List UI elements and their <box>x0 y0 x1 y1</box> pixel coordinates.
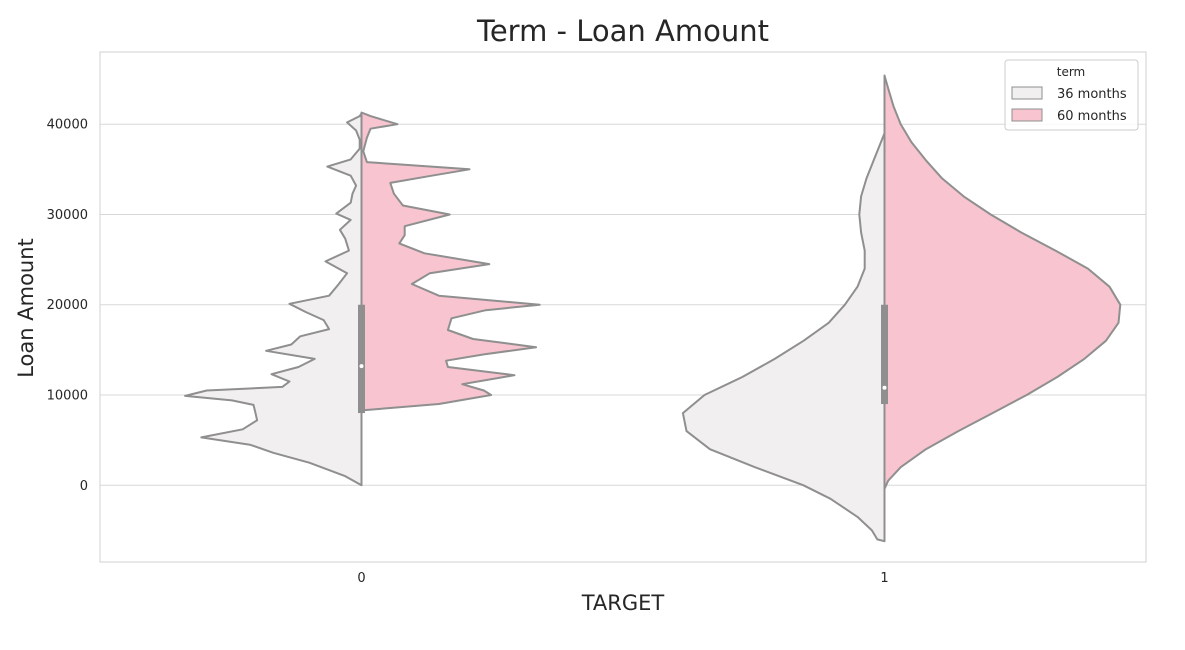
median-dot-target-0 <box>359 364 364 369</box>
violin-36-months-target-1 <box>681 132 886 543</box>
y-tick-label: 30000 <box>47 208 88 223</box>
violins <box>184 74 1122 543</box>
iqr-box-target-1 <box>881 304 888 405</box>
median-dot-target-1 <box>882 385 887 390</box>
y-tick-label: 40000 <box>47 118 88 133</box>
legend: term 36 months 60 months <box>1004 59 1139 131</box>
violin-60-months-target-1 <box>883 74 1122 490</box>
y-tick-labels: 0 10000 20000 30000 40000 <box>47 118 88 494</box>
legend-title: term <box>1057 65 1086 79</box>
violin-36-months-target-0 <box>184 112 363 487</box>
x-tick-label: 1 <box>880 571 888 586</box>
x-tick-label: 0 <box>357 571 365 586</box>
legend-label-60-months: 60 months <box>1057 109 1127 124</box>
y-tick-label: 20000 <box>47 298 88 313</box>
y-axis-label: Loan Amount <box>14 238 38 378</box>
inner-boxes <box>358 75 888 542</box>
y-tick-label: 10000 <box>47 389 88 404</box>
chart-title: Term - Loan Amount <box>476 14 769 48</box>
y-tick-label: 0 <box>80 479 88 494</box>
violin-60-months-target-0 <box>360 111 541 412</box>
legend-label-36-months: 36 months <box>1057 87 1127 102</box>
x-axis-label: TARGET <box>581 591 665 615</box>
iqr-box-target-0 <box>358 304 365 414</box>
legend-swatch-60-months <box>1011 108 1043 122</box>
legend-swatch-36-months <box>1011 86 1043 100</box>
